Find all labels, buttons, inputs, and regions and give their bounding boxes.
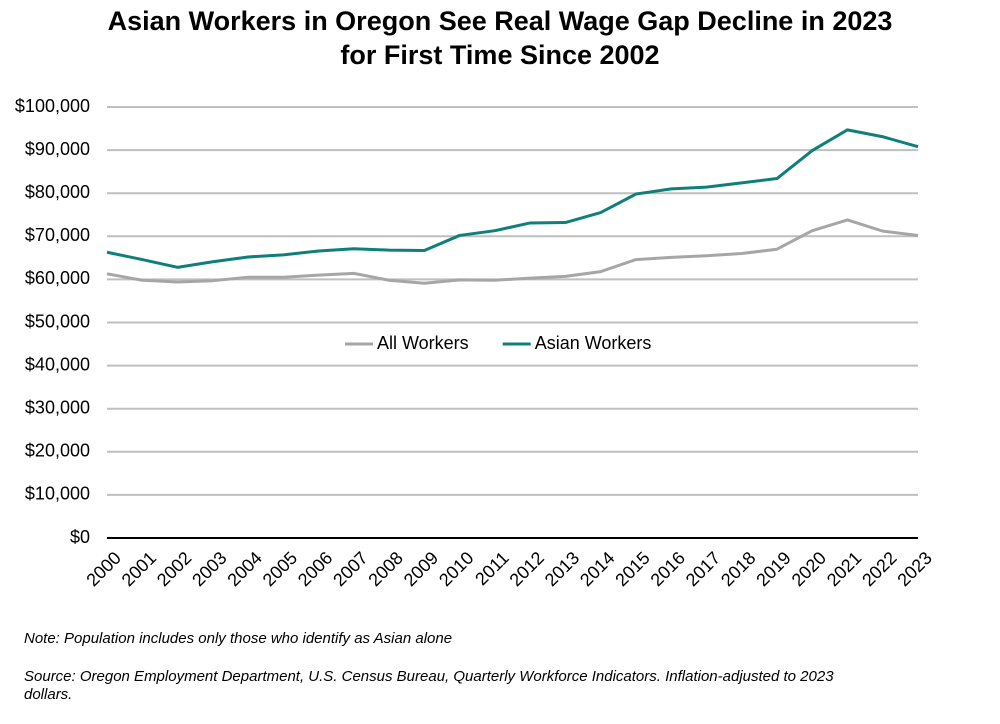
y-tick-label: $0 — [70, 527, 90, 547]
chart-title: Asian Workers in Oregon See Real Wage Ga… — [107, 6, 893, 70]
x-tick-label: 2001 — [118, 548, 160, 590]
x-tick-label: 2000 — [82, 548, 124, 590]
series-line — [106, 218, 919, 285]
x-tick-label: 2002 — [153, 548, 195, 590]
y-tick-label: $10,000 — [25, 484, 90, 504]
y-tick-label: $70,000 — [25, 225, 90, 245]
x-tick-label: 2021 — [823, 548, 865, 590]
note: Note: Population includes only those who… — [24, 630, 453, 647]
x-tick-label: 2013 — [541, 548, 583, 590]
y-tick-label: $20,000 — [25, 441, 90, 461]
x-tick-label: 2012 — [506, 548, 548, 590]
source: Source: Oregon Employment Department, U.… — [24, 668, 834, 703]
x-tick-label: 2011 — [471, 548, 513, 590]
x-tick-label: 2008 — [365, 548, 407, 590]
series-line — [106, 128, 919, 269]
x-tick-label: 2009 — [400, 548, 442, 590]
x-tick-label: 2018 — [717, 548, 759, 590]
y-tick-label: $90,000 — [25, 139, 90, 159]
x-tick-label: 2004 — [223, 548, 265, 590]
x-tick-label: 2016 — [647, 548, 689, 590]
legend-label: All Workers — [377, 333, 469, 353]
x-tick-label: 2010 — [435, 548, 477, 590]
y-tick-label: $60,000 — [25, 268, 90, 288]
x-tick-label: 2007 — [329, 548, 371, 590]
y-tick-label: $80,000 — [25, 182, 90, 202]
x-tick-label: 2023 — [893, 548, 935, 590]
x-tick-label: 2005 — [259, 548, 301, 590]
x-tick-label: 2022 — [858, 548, 900, 590]
legend-label: Asian Workers — [535, 333, 652, 353]
x-tick-label: 2015 — [611, 548, 653, 590]
y-tick-label: $100,000 — [15, 96, 90, 116]
x-tick-label: 2014 — [576, 548, 618, 590]
y-tick-label: $50,000 — [25, 311, 90, 331]
y-tick-label: $30,000 — [25, 397, 90, 417]
x-tick-label: 2006 — [294, 548, 336, 590]
y-tick-label: $40,000 — [25, 354, 90, 374]
x-tick-label: 2017 — [682, 548, 724, 590]
x-tick-label: 2020 — [788, 548, 830, 590]
x-tick-label: 2019 — [752, 548, 794, 590]
x-tick-label: 2003 — [188, 548, 230, 590]
